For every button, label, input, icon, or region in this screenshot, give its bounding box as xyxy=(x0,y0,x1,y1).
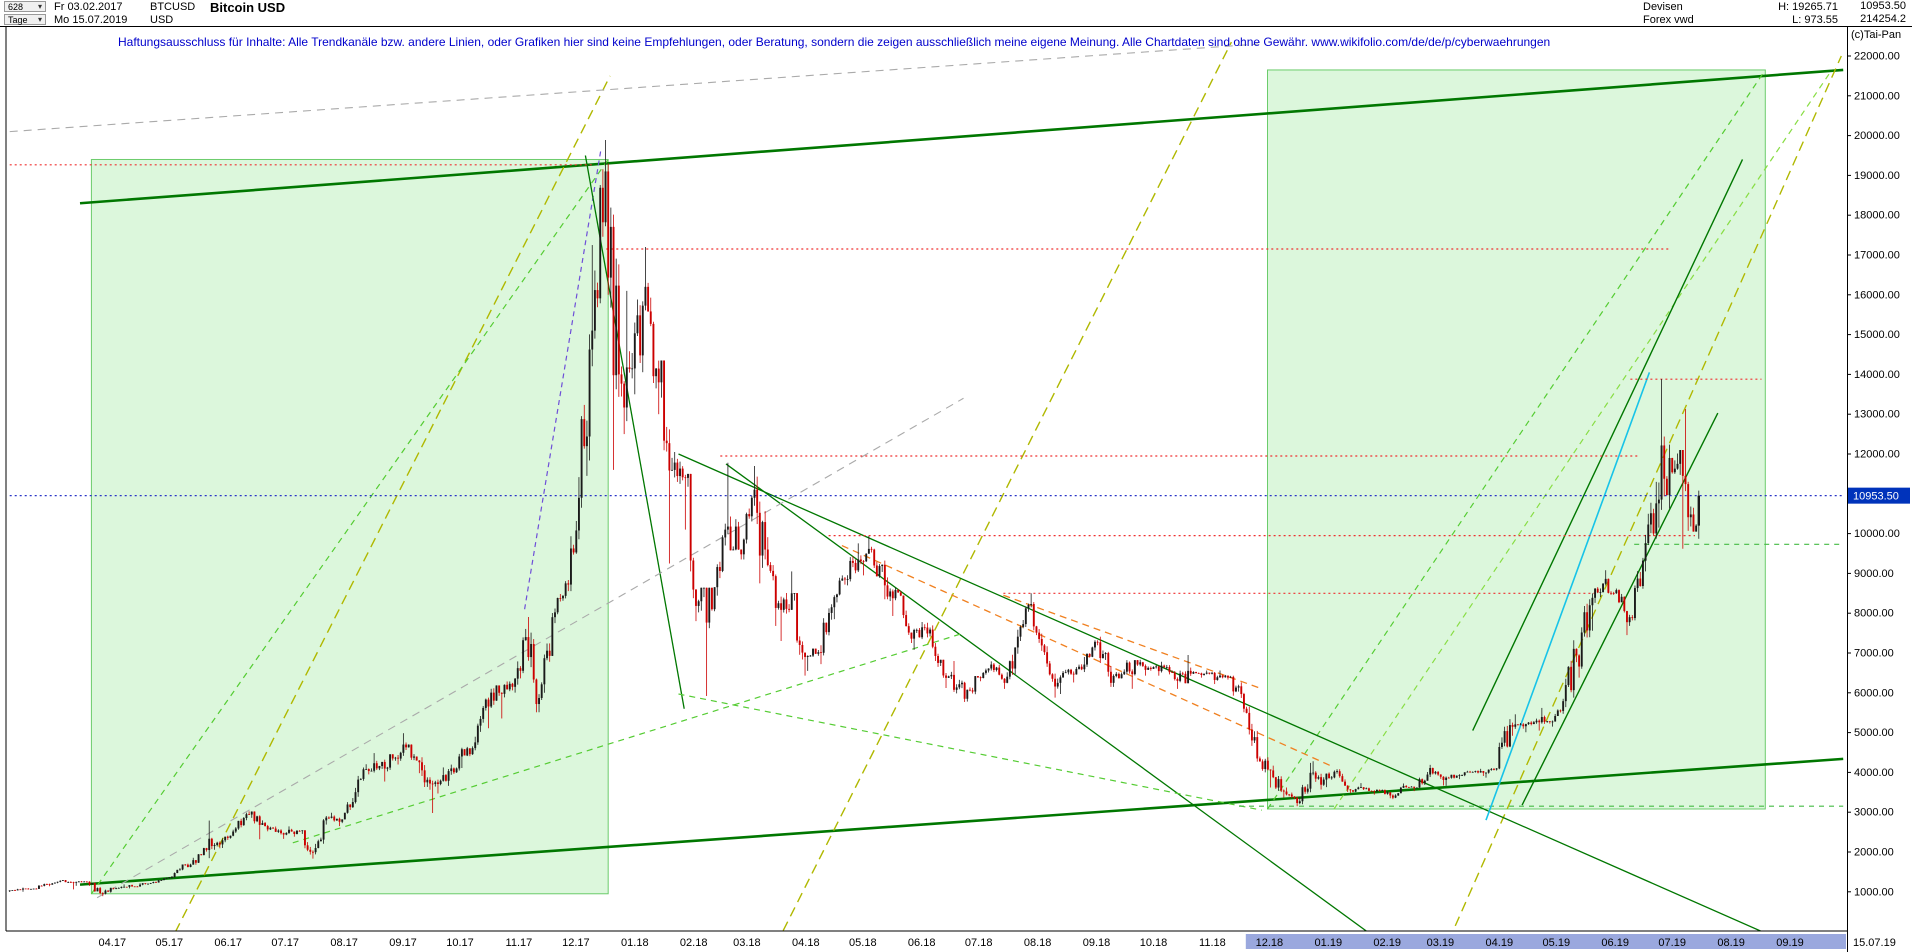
svg-text:6000.00: 6000.00 xyxy=(1854,687,1894,699)
svg-text:8000.00: 8000.00 xyxy=(1854,608,1894,620)
svg-text:11.18: 11.18 xyxy=(1199,937,1226,949)
end-date-label: Mo 15.07.2019 xyxy=(54,13,128,26)
svg-text:05.17: 05.17 xyxy=(156,937,184,949)
start-date-label: Fr 03.02.2017 xyxy=(54,0,123,13)
svg-text:08.19: 08.19 xyxy=(1717,937,1745,949)
header-left: 628 ▾ Fr 03.02.2017 BTCUSD Bitcoin USD T… xyxy=(4,0,285,26)
x-axis-highlight xyxy=(1245,934,1846,949)
svg-text:09.19: 09.19 xyxy=(1776,937,1804,949)
timeframe-value: Tage xyxy=(8,14,28,25)
trend-lines xyxy=(9,41,1844,931)
volume-value: 214254.2 xyxy=(1860,13,1906,25)
svg-text:04.17: 04.17 xyxy=(99,937,127,949)
bars-count-value: 628 xyxy=(8,1,24,12)
svg-text:08.18: 08.18 xyxy=(1024,937,1052,949)
plot-border xyxy=(5,27,1847,932)
svg-text:01.18: 01.18 xyxy=(621,937,649,949)
svg-text:01.19: 01.19 xyxy=(1315,937,1343,949)
period-high-label: H: 19265.71 xyxy=(1778,0,1838,13)
bars-count-dropdown[interactable]: 628 ▾ xyxy=(4,1,46,12)
last-price-tag: 10953.50 xyxy=(1848,487,1910,504)
x-axis: 04.17 05.17 06.17 07.17 08.17 09.17 10.17 11.17… xyxy=(99,937,1896,949)
svg-text:16000.00: 16000.00 xyxy=(1854,289,1900,301)
svg-text:20000.00: 20000.00 xyxy=(1854,130,1900,142)
svg-text:19000.00: 19000.00 xyxy=(1854,170,1900,182)
axis-divider xyxy=(1847,0,1848,952)
svg-text:06.18: 06.18 xyxy=(908,937,936,949)
svg-text:1000.00: 1000.00 xyxy=(1854,886,1894,898)
svg-text:9000.00: 9000.00 xyxy=(1854,568,1894,580)
instrument-title: Bitcoin USD xyxy=(210,0,286,15)
svg-text:15000.00: 15000.00 xyxy=(1854,329,1900,341)
last-price-value: 10953.50 xyxy=(1860,0,1906,12)
svg-text:10000.00: 10000.00 xyxy=(1854,528,1900,540)
currency-label: USD xyxy=(150,13,174,26)
header-row-2: Tage ▾ Mo 15.07.2019 USD xyxy=(4,13,285,26)
svg-text:4000.00: 4000.00 xyxy=(1854,767,1894,779)
svg-text:03.19: 03.19 xyxy=(1427,937,1455,949)
svg-text:04.19: 04.19 xyxy=(1486,937,1514,949)
svg-text:07.17: 07.17 xyxy=(271,937,299,949)
svg-text:12000.00: 12000.00 xyxy=(1854,449,1900,461)
plot-layers xyxy=(8,41,1844,931)
svg-text:06.19: 06.19 xyxy=(1601,937,1629,949)
svg-text:5000.00: 5000.00 xyxy=(1854,727,1894,739)
svg-text:03.18: 03.18 xyxy=(733,937,761,949)
last-date-label: 15.07.19 xyxy=(1853,937,1896,949)
y-axis: 22000.00 21000.00 20000.00 19000.00 18000.00… xyxy=(1847,51,1900,898)
header-margin-values: 10953.50 214254.2 xyxy=(1850,0,1906,26)
source-label: Forex vwd xyxy=(1643,13,1694,26)
svg-text:3000.00: 3000.00 xyxy=(1854,807,1894,819)
source-row: Forex vwd L: 973.55 xyxy=(1643,13,1838,26)
timeframe-dropdown[interactable]: Tage ▾ xyxy=(4,14,46,25)
svg-text:11.17: 11.17 xyxy=(506,937,533,949)
svg-text:17000.00: 17000.00 xyxy=(1854,250,1900,262)
svg-text:22000.00: 22000.00 xyxy=(1854,51,1900,63)
svg-text:12.17: 12.17 xyxy=(562,937,590,949)
svg-text:14000.00: 14000.00 xyxy=(1854,369,1900,381)
projection-boxes xyxy=(90,69,1766,895)
symbol-label: BTCUSD xyxy=(150,0,196,13)
svg-text:09.18: 09.18 xyxy=(1083,937,1111,949)
chevron-down-icon: ▾ xyxy=(37,15,42,24)
svg-text:07.19: 07.19 xyxy=(1658,937,1686,949)
svg-text:21000.00: 21000.00 xyxy=(1854,90,1900,102)
svg-text:12.18: 12.18 xyxy=(1256,937,1284,949)
header-row-1: 628 ▾ Fr 03.02.2017 BTCUSD Bitcoin USD xyxy=(4,0,286,15)
market-row: Devisen H: 19265.71 xyxy=(1643,0,1838,13)
svg-text:06.17: 06.17 xyxy=(214,937,242,949)
copyright-label: (c)Tai-Pan xyxy=(1851,29,1902,41)
svg-text:02.18: 02.18 xyxy=(680,937,708,949)
chart-header: 628 ▾ Fr 03.02.2017 BTCUSD Bitcoin USD T… xyxy=(0,0,1912,27)
svg-text:08.17: 08.17 xyxy=(330,937,358,949)
chevron-down-icon: ▾ xyxy=(37,2,42,11)
svg-text:05.19: 05.19 xyxy=(1543,937,1571,949)
header-right: Devisen H: 19265.71 Forex vwd L: 973.55 xyxy=(1643,0,1838,26)
svg-text:7000.00: 7000.00 xyxy=(1854,648,1894,660)
svg-text:18000.00: 18000.00 xyxy=(1854,210,1900,222)
svg-text:05.18: 05.18 xyxy=(849,937,877,949)
svg-text:07.18: 07.18 xyxy=(965,937,993,949)
svg-text:02.19: 02.19 xyxy=(1373,937,1401,949)
svg-text:10.17: 10.17 xyxy=(446,937,474,949)
svg-text:13000.00: 13000.00 xyxy=(1854,409,1900,421)
period-low-label: L: 973.55 xyxy=(1792,13,1838,26)
svg-text:10953.50: 10953.50 xyxy=(1853,491,1899,503)
candles xyxy=(8,139,1700,897)
svg-text:09.17: 09.17 xyxy=(389,937,417,949)
svg-text:10.18: 10.18 xyxy=(1140,937,1168,949)
disclaimer-text: Haftungsausschluss für Inhalte: Alle Tre… xyxy=(118,35,1551,49)
svg-text:04.18: 04.18 xyxy=(792,937,820,949)
svg-text:2000.00: 2000.00 xyxy=(1854,847,1894,859)
market-label: Devisen xyxy=(1643,0,1683,13)
